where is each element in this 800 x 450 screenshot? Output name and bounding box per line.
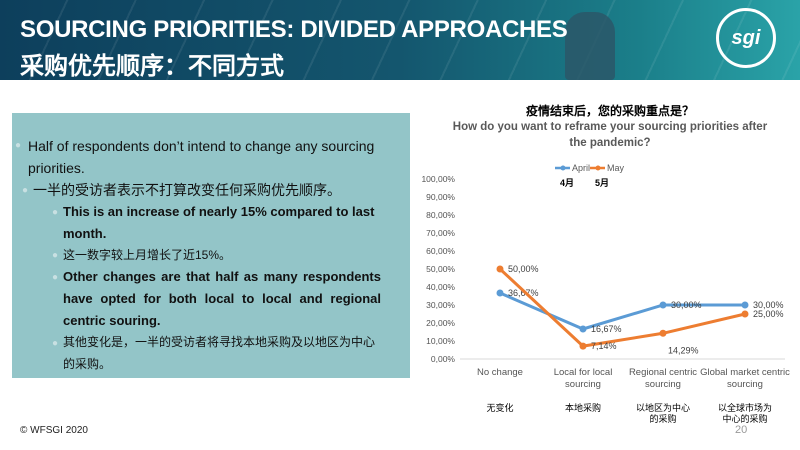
data-point xyxy=(579,325,587,333)
y-tick-label: 40,00% xyxy=(426,282,455,292)
runner-image xyxy=(565,12,615,80)
chart-title: How do you want to reframe your sourcing… xyxy=(452,121,768,149)
x-tick-label: No change xyxy=(477,367,523,378)
data-point xyxy=(496,289,504,297)
page-title: SOURCING PRIORITIES: DIVIDED APPROACHES xyxy=(20,16,568,43)
series-line-may xyxy=(498,267,746,348)
x-tick-label-zh: 无变化 xyxy=(486,403,514,413)
data-label: 25,00% xyxy=(753,309,784,319)
y-tick-label: 20,00% xyxy=(426,318,455,328)
track-lines xyxy=(0,0,800,80)
bullet-icon: ● xyxy=(52,338,59,349)
y-tick-label: 30,00% xyxy=(426,300,455,310)
summary-box xyxy=(12,113,410,378)
data-point xyxy=(496,265,504,273)
x-tick-label-zh: 本地采购 xyxy=(564,403,601,413)
x-tick-label: Global market centric sourcing xyxy=(700,367,790,390)
wfsgi-logo: sgi xyxy=(716,8,776,68)
y-tick-label: 60,00% xyxy=(426,246,455,256)
bullet-5: Other changes are that half as many resp… xyxy=(63,269,381,328)
chart-title-zh: 疫情结束后，您的采购重点是？ xyxy=(525,104,694,118)
x-tick-label: Local for local sourcing xyxy=(553,367,613,390)
data-point xyxy=(741,310,749,318)
legend-marker xyxy=(560,165,566,171)
bullet-icon: ● xyxy=(52,207,59,218)
y-tick-label: 10,00% xyxy=(426,336,455,346)
page-number: 20 xyxy=(735,424,748,436)
data-label: 30,00% xyxy=(671,300,702,310)
data-point xyxy=(579,342,587,350)
x-tick-label-zh: 以地区为中心的采购 xyxy=(635,403,690,424)
bullet-6: 其他变化是，一半的受访者将寻找本地采购及以地区为中心的采购。 xyxy=(63,335,376,371)
y-tick-label: 70,00% xyxy=(426,228,455,238)
y-tick-label: 50,00% xyxy=(426,264,455,274)
data-label: 14,29% xyxy=(668,345,699,355)
legend-marker xyxy=(595,165,601,171)
series-line-april xyxy=(499,291,745,331)
bullet-icon: ● xyxy=(15,140,22,151)
data-label: 36,67% xyxy=(508,288,539,298)
header-banner: SOURCING PRIORITIES: DIVIDED APPROACHES … xyxy=(0,0,800,80)
data-label: 7,14% xyxy=(591,341,617,351)
y-tick-label: 90,00% xyxy=(426,192,455,202)
copyright: © WFSGI 2020 xyxy=(20,425,88,436)
bullet-icon: ● xyxy=(22,185,29,196)
bullet-icon: ● xyxy=(52,250,59,261)
data-point xyxy=(741,301,749,309)
logo-text: sgi xyxy=(731,26,761,49)
data-label: 50,00% xyxy=(508,264,539,274)
legend-label-zh: 4月 xyxy=(560,178,574,188)
y-tick-label: 0,00% xyxy=(431,354,456,364)
legend-label-zh: 5月 xyxy=(595,178,609,188)
page-title-zh: 采购优先顺序：不同方式 xyxy=(20,53,284,80)
y-tick-label: 80,00% xyxy=(426,210,455,220)
legend-label: April xyxy=(572,163,590,173)
bullet-3: This is an increase of nearly 15% compar… xyxy=(63,204,375,241)
data-label: 30,00% xyxy=(753,300,784,310)
data-label: 16,67% xyxy=(591,324,622,334)
data-point xyxy=(659,329,667,337)
bullet-2: 一半的受访者表示不打算改变任何采购优先顺序。 xyxy=(33,182,341,198)
x-tick-label-zh: 以全球市场为中心的采购 xyxy=(717,403,772,424)
bullet-icon: ● xyxy=(52,272,59,283)
x-tick-label: Regional centric sourcing xyxy=(628,367,698,390)
bullet-1: Half of respondents don’t intend to chan… xyxy=(28,138,375,176)
bullet-4: 这一数字较上月增长了近15%。 xyxy=(63,248,232,262)
data-point xyxy=(659,301,667,309)
y-tick-label: 100,00% xyxy=(421,174,455,184)
legend-label: May xyxy=(607,163,625,173)
